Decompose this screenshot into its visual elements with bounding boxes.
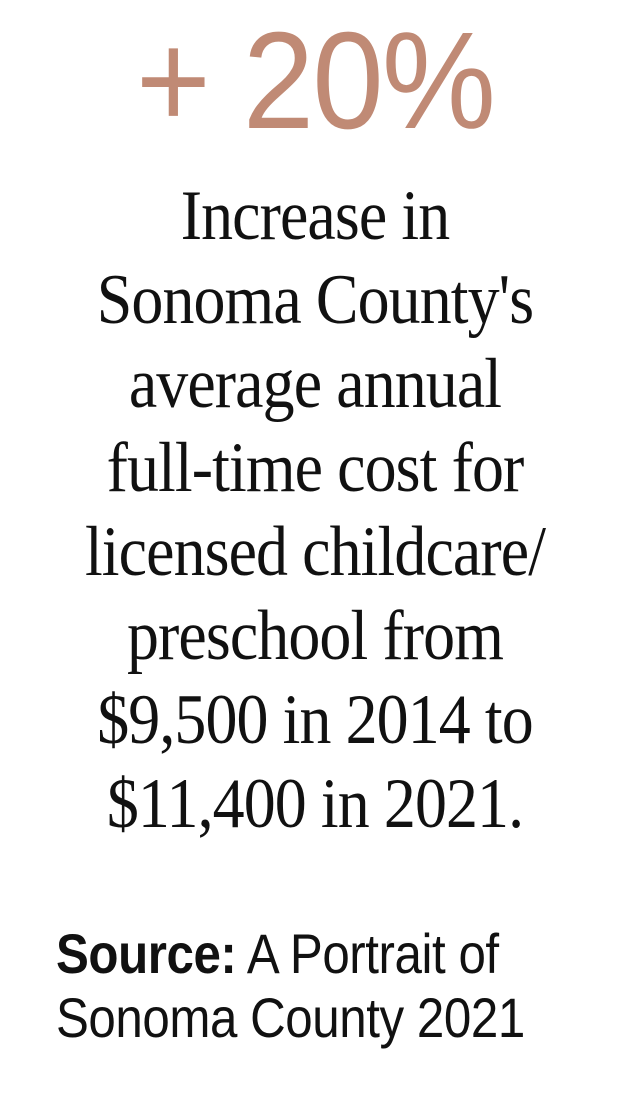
description-line: licensed childcare/ <box>84 513 546 591</box>
stat-description: Increase in Sonoma County's average annu… <box>32 174 599 846</box>
description-line: full-time cost for <box>106 429 525 507</box>
source-note: Source: A Portrait of Sonoma County 2021 <box>56 922 549 1050</box>
source-label: Source: <box>56 922 237 985</box>
source-line-2: Sonoma County 2021 <box>56 986 525 1049</box>
description-line: $11,400 in 2021. <box>106 765 524 843</box>
source-line-1: Source: A Portrait of <box>56 922 549 986</box>
description-line: preschool from <box>126 597 504 675</box>
description-line: Sonoma County's <box>96 261 534 339</box>
description-line: average annual <box>128 345 502 423</box>
source-text: A Portrait of <box>236 922 499 985</box>
description-line: $9,500 in 2014 to <box>97 681 533 759</box>
stat-value: + 20% <box>135 4 496 158</box>
description-line: Increase in <box>180 177 451 255</box>
